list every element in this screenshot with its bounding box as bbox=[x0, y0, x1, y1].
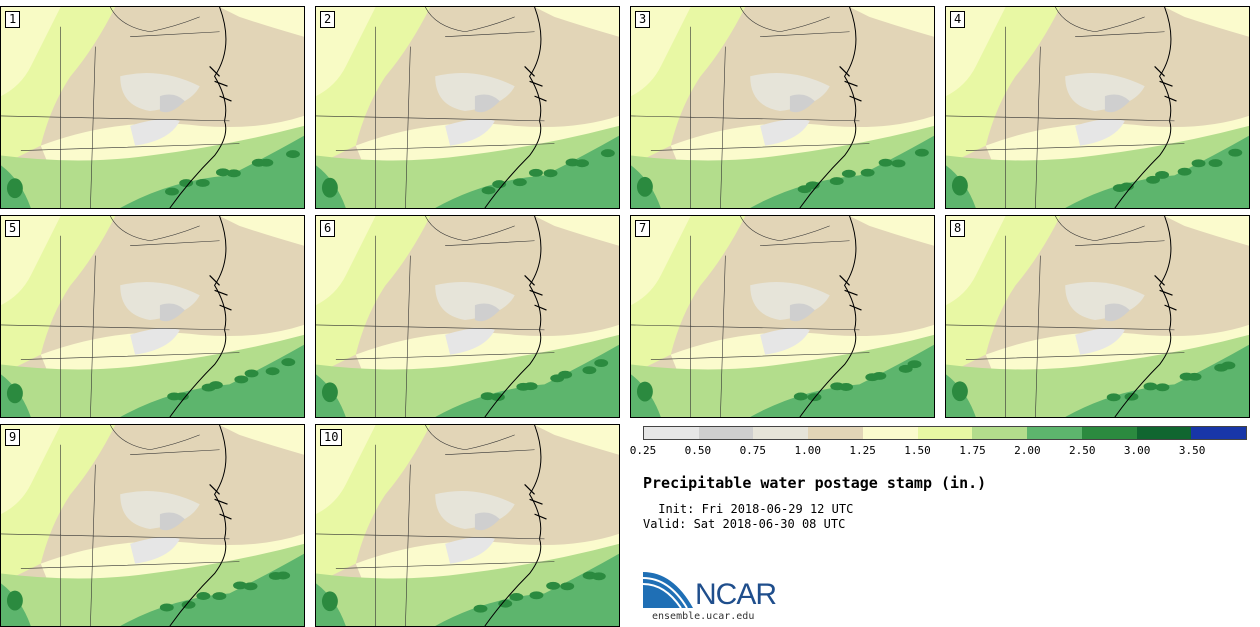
precip-water-map bbox=[316, 216, 619, 417]
member-number: 3 bbox=[635, 11, 651, 28]
colorbar-tick-label: 3.50 bbox=[1178, 444, 1206, 457]
colorbar-tick-label: 1.00 bbox=[794, 444, 821, 457]
precip-water-map bbox=[631, 216, 934, 417]
member-panel: 2 bbox=[315, 6, 620, 209]
ncar-swoosh-icon bbox=[643, 572, 693, 609]
member-panel: 5 bbox=[0, 215, 305, 418]
logo-text: NCAR bbox=[695, 578, 777, 611]
precip-water-map bbox=[946, 216, 1249, 417]
member-panel: 4 bbox=[945, 6, 1250, 209]
member-number: 7 bbox=[635, 220, 651, 237]
member-panel: 3 bbox=[630, 6, 935, 209]
colorbar-segment bbox=[698, 427, 754, 439]
colorbar-segment bbox=[1027, 427, 1082, 439]
precip-water-map bbox=[1, 425, 304, 626]
colorbar-tick-label: 0.75 bbox=[739, 444, 767, 457]
colorbar-segment bbox=[1191, 427, 1247, 439]
ncar-logo: NCAR bbox=[643, 568, 793, 618]
colorbar-tick-label: 2.00 bbox=[1014, 444, 1041, 457]
colorbar-segment bbox=[972, 427, 1028, 439]
colorbar-tick-label: 1.50 bbox=[904, 444, 931, 457]
member-panel: 8 bbox=[945, 215, 1250, 418]
precip-water-map bbox=[1, 216, 304, 417]
precip-water-map bbox=[946, 7, 1249, 208]
member-number: 5 bbox=[5, 220, 21, 237]
colorbar-segment bbox=[917, 427, 973, 439]
valid-time: Valid: Sat 2018-06-30 08 UTC bbox=[643, 517, 846, 531]
colorbar-segment bbox=[862, 427, 918, 439]
member-panel: 7 bbox=[630, 215, 935, 418]
member-number: 2 bbox=[320, 11, 336, 28]
figure-title: Precipitable water postage stamp (in.) bbox=[643, 474, 987, 492]
colorbar-ticks: 0.25 0.50 0.75 1.00 1.25 1.50 1.75 2.00 2.50 3.00… bbox=[630, 444, 1247, 460]
colorbar-segment bbox=[1136, 427, 1192, 439]
colorbar-tick-label: 1.25 bbox=[849, 444, 876, 457]
member-number: 6 bbox=[320, 220, 336, 237]
precip-water-map bbox=[316, 7, 619, 208]
member-number: 9 bbox=[5, 429, 21, 446]
colorbar-tick-label: 3.00 bbox=[1123, 444, 1151, 457]
init-time: Init: Fri 2018-06-29 12 UTC bbox=[651, 502, 854, 516]
colorbar-tick-label: 0.50 bbox=[684, 444, 712, 457]
precip-water-map bbox=[1, 7, 304, 208]
colorbar-segment bbox=[753, 427, 809, 439]
precip-water-map bbox=[631, 7, 934, 208]
member-panel: 1 bbox=[0, 6, 305, 209]
colorbar-segment bbox=[1081, 427, 1137, 439]
colorbar bbox=[643, 426, 1247, 440]
colorbar-segment bbox=[644, 427, 699, 439]
colorbar-tick-label: 0.25 bbox=[629, 444, 657, 457]
colorbar-tick-label: 2.50 bbox=[1069, 444, 1096, 457]
member-number: 10 bbox=[320, 429, 343, 446]
logo-url: ensemble.ucar.edu bbox=[652, 611, 755, 622]
colorbar-tick-label: 1.75 bbox=[959, 444, 986, 457]
member-panel: 9 bbox=[0, 424, 305, 627]
member-number: 4 bbox=[950, 11, 966, 28]
colorbar-segment bbox=[808, 427, 863, 439]
member-number: 8 bbox=[950, 220, 966, 237]
member-panel: 10 bbox=[315, 424, 620, 627]
precip-water-map bbox=[316, 425, 619, 626]
member-panel: 6 bbox=[315, 215, 620, 418]
member-number: 1 bbox=[5, 11, 21, 28]
